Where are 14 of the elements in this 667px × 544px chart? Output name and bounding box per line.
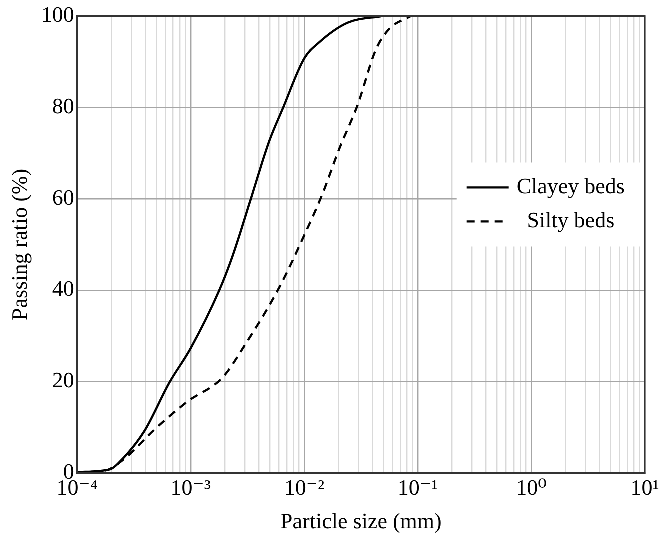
legend-label: Silty beds <box>527 207 615 232</box>
y-axis-title: Passing ratio (%) <box>6 168 32 320</box>
x-tick-label: 10⁻² <box>284 475 325 500</box>
legend-label: Clayey beds <box>516 173 626 198</box>
y-tick-label: 40 <box>52 276 74 302</box>
y-tick-label: 100 <box>41 2 74 27</box>
x-tick-label: 10⁻³ <box>170 475 212 500</box>
y-tick-label: 80 <box>52 93 74 118</box>
y-tick-label: 20 <box>52 368 74 393</box>
x-tick-label: 10⁰ <box>516 475 548 500</box>
x-tick-label: 10¹ <box>630 475 660 500</box>
y-tick-label: 60 <box>52 184 74 210</box>
x-tick-label: 10⁻¹ <box>398 475 438 500</box>
x-axis-title: Particle size (mm) <box>280 508 442 534</box>
